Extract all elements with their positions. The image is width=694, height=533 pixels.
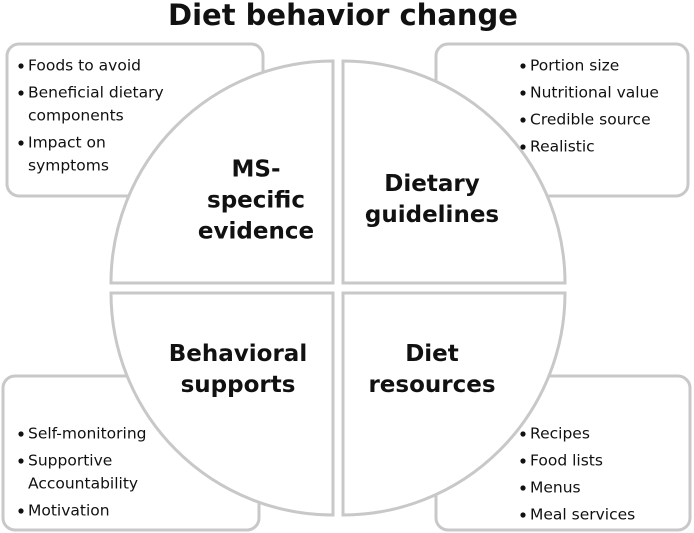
quadrant-label: supports xyxy=(181,372,296,398)
bullet xyxy=(18,90,24,96)
bullet xyxy=(520,431,526,437)
list-item: components xyxy=(28,107,124,125)
bullet xyxy=(18,431,24,437)
bullet xyxy=(520,144,526,150)
bullet xyxy=(520,90,526,96)
quadrant-label: Diet xyxy=(405,341,459,367)
list-item: Self-monitoring xyxy=(28,425,147,443)
list-item: Food lists xyxy=(530,452,603,470)
bullet xyxy=(18,458,24,464)
quadrant-label: specific xyxy=(207,188,305,214)
list-item: Nutritional value xyxy=(530,84,659,102)
list-item: Recipes xyxy=(530,425,590,443)
list-item: Meal services xyxy=(530,506,635,524)
bullet xyxy=(520,117,526,123)
list-item: symptoms xyxy=(28,157,109,175)
bullet xyxy=(18,63,24,69)
list-item: Menus xyxy=(530,479,581,497)
bullet xyxy=(18,140,24,146)
bullet xyxy=(520,458,526,464)
quadrant-label: resources xyxy=(368,372,495,398)
quadrant xyxy=(341,291,567,517)
quadrant xyxy=(341,59,567,285)
list-item: Accountability xyxy=(28,475,138,493)
quadrant-label: guidelines xyxy=(365,202,499,228)
list-item: Portion size xyxy=(530,57,619,75)
list-item: Supportive xyxy=(28,452,112,470)
bullet xyxy=(520,63,526,69)
bullet xyxy=(18,508,24,514)
quadrant xyxy=(109,291,335,517)
quadrant-label: MS- xyxy=(232,157,281,183)
list-item: Realistic xyxy=(530,138,595,156)
quadrant xyxy=(109,59,335,285)
title: Diet behavior change xyxy=(168,0,518,32)
bullet xyxy=(520,512,526,518)
list-item: Credible source xyxy=(530,111,651,129)
list-item: Beneficial dietary xyxy=(28,84,164,102)
bullet xyxy=(520,485,526,491)
list-item: Impact on xyxy=(28,134,106,152)
quadrant-label: evidence xyxy=(198,219,314,245)
list-item: Motivation xyxy=(28,502,110,520)
quadrant-label: Behavioral xyxy=(169,341,307,367)
quadrant-label: Dietary xyxy=(384,171,479,197)
list-item: Foods to avoid xyxy=(28,57,141,75)
